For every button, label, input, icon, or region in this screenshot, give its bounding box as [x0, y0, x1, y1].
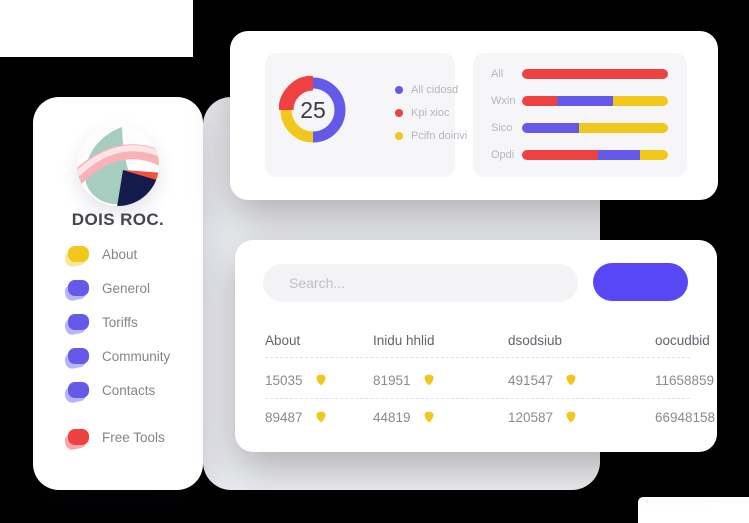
brand-name: DOIS ROC.	[71, 210, 165, 229]
table-cell: 44819	[373, 410, 508, 425]
bar-segment-red	[522, 96, 558, 106]
column-header: oocudbid	[655, 332, 710, 348]
column-header: Inidu hhlid	[373, 332, 435, 348]
community-blob-icon	[68, 348, 89, 364]
bar-segment-indigo	[557, 96, 613, 106]
legend-label: Pcifn doinvi	[411, 130, 468, 142]
bar-track	[522, 123, 668, 133]
bar-category-label: Sico	[491, 122, 513, 134]
brand-logo	[77, 124, 159, 206]
badge-pick-icon	[566, 411, 576, 423]
sidebar-menu: About Generol Toriffs Community Contacts…	[68, 243, 170, 448]
bar-category-label: All	[491, 68, 504, 80]
sidebar-item-label: Free Tools	[102, 429, 165, 445]
legend-item: All cidosd	[395, 83, 467, 97]
brand-logo-icon	[77, 124, 159, 206]
bar-segment-red	[522, 69, 668, 79]
table-cell: 491547	[508, 373, 655, 388]
table-row[interactable]: 89487 44819 120587 66948158	[265, 407, 715, 427]
donut-center-value: 25	[300, 97, 326, 123]
sidebar-item-label: Toriffs	[102, 314, 138, 330]
table-cell: 81951	[373, 373, 508, 388]
sidebar-item-about[interactable]: About	[68, 243, 170, 265]
legend-dot-icon	[395, 86, 403, 94]
donut-segment	[280, 109, 314, 143]
bar-category-label: Opdi	[491, 149, 515, 161]
legend-item: Pcifn doinvi	[395, 129, 467, 143]
bar-segment-yellow	[640, 150, 668, 160]
bar-category-label: Wxin	[491, 95, 516, 107]
sidebar-item-generol[interactable]: Generol	[68, 277, 170, 299]
row-divider	[265, 398, 690, 399]
stacked-bar-chart: All Wxin Sico Opdi	[491, 68, 668, 161]
search-box	[263, 264, 578, 302]
sidebar-item-label: Contacts	[102, 382, 156, 398]
badge-pick-icon	[566, 374, 576, 386]
sidebar-item-toriffs[interactable]: Toriffs	[68, 311, 170, 333]
decor-rect-bottom-right	[638, 497, 749, 523]
donut-chart-panel: 25 All cidosd Kpi xioc Pcifn doinvi	[265, 53, 467, 177]
row-divider	[265, 357, 690, 358]
donut-chart: 25	[279, 76, 346, 143]
table-row[interactable]: 15035 81951 491547 11658859	[265, 370, 714, 390]
legend-label: All cidosd	[411, 84, 459, 96]
bar-row: Sico	[491, 122, 668, 134]
donut-legend: All cidosd Kpi xioc Pcifn doinvi	[395, 83, 467, 143]
bar-row: Opdi	[491, 149, 668, 161]
badge-pick-icon	[316, 374, 326, 386]
sidebar-item-community[interactable]: Community	[68, 345, 170, 367]
bar-track	[522, 69, 668, 79]
bar-row: All	[491, 68, 668, 80]
stacked-bars-panel: All Wxin Sico Opdi	[473, 53, 687, 177]
bar-segment-yellow	[612, 96, 668, 106]
badge-pick-icon	[424, 411, 434, 423]
toriffs-blob-icon	[68, 314, 89, 330]
bar-track	[522, 96, 668, 106]
decor-rect-top-left	[0, 0, 193, 57]
sidebar: DOIS ROC. About Generol Toriffs Communit…	[33, 97, 203, 490]
free-tools-blob-icon	[68, 429, 89, 445]
sidebar-item-contacts[interactable]: Contacts	[68, 379, 170, 401]
bar-track	[522, 150, 668, 160]
legend-item: Kpi xioc	[395, 106, 467, 120]
bar-segment-indigo	[597, 150, 641, 160]
about-blob-icon	[68, 246, 89, 262]
badge-pick-icon	[316, 411, 326, 423]
bar-segment-red	[522, 150, 598, 160]
badge-pick-icon	[424, 374, 434, 386]
table-cell: 89487	[265, 410, 373, 425]
column-header: About	[265, 332, 301, 348]
legend-dot-icon	[395, 109, 403, 117]
legend-dot-icon	[395, 132, 403, 140]
table-cell: 66948158	[655, 409, 716, 425]
donut-segment	[312, 77, 346, 143]
sidebar-item-free-tools[interactable]: Free Tools	[68, 426, 170, 448]
table-header-row: About Inidu hhlid dsodsiub oocudbid	[265, 330, 710, 350]
column-header: dsodsiub	[508, 332, 563, 348]
bar-row: Wxin	[491, 95, 668, 107]
bar-segment-indigo	[522, 123, 579, 133]
table-card: About Inidu hhlid dsodsiub oocudbid 1503…	[235, 240, 717, 452]
table-cell: 11658859	[655, 372, 715, 388]
sidebar-item-label: About	[102, 246, 138, 262]
sidebar-item-label: Generol	[102, 280, 151, 296]
primary-action-button[interactable]	[593, 263, 688, 301]
table-cell: 15035	[265, 373, 373, 388]
donut-segment	[279, 76, 314, 111]
stats-card: 25 All cidosd Kpi xioc Pcifn doinvi All W…	[230, 31, 718, 200]
legend-label: Kpi xioc	[411, 107, 450, 119]
search-input[interactable]	[263, 264, 578, 302]
bar-segment-yellow	[578, 123, 668, 133]
generol-blob-icon	[68, 280, 89, 296]
sidebar-item-label: Community	[102, 348, 171, 364]
table-cell: 120587	[508, 410, 655, 425]
contacts-blob-icon	[68, 382, 89, 398]
